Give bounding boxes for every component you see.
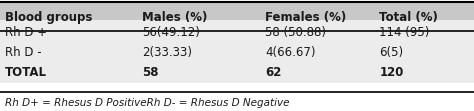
Text: 62: 62	[265, 66, 282, 79]
FancyBboxPatch shape	[0, 20, 474, 43]
Text: TOTAL: TOTAL	[5, 66, 47, 79]
Text: 4(66.67): 4(66.67)	[265, 46, 316, 59]
Text: 120: 120	[379, 66, 403, 79]
Text: Females (%): Females (%)	[265, 11, 346, 24]
Text: Males (%): Males (%)	[142, 11, 208, 24]
Text: 6(5): 6(5)	[379, 46, 403, 59]
Text: 58 (50.88): 58 (50.88)	[265, 26, 327, 39]
Text: Rh D -: Rh D -	[5, 46, 41, 59]
Text: Rh D +: Rh D +	[5, 26, 47, 39]
Text: 2(33.33): 2(33.33)	[142, 46, 192, 59]
FancyBboxPatch shape	[0, 40, 474, 63]
Text: Rh D+ = Rhesus D PositiveRh D- = Rhesus D Negative: Rh D+ = Rhesus D PositiveRh D- = Rhesus …	[5, 98, 289, 108]
Text: 114 (95): 114 (95)	[379, 26, 429, 39]
Text: 58: 58	[142, 66, 159, 79]
Text: Blood groups: Blood groups	[5, 11, 92, 24]
Text: 56(49.12): 56(49.12)	[142, 26, 200, 39]
FancyBboxPatch shape	[0, 2, 474, 31]
FancyBboxPatch shape	[0, 60, 474, 83]
Text: Total (%): Total (%)	[379, 11, 438, 24]
